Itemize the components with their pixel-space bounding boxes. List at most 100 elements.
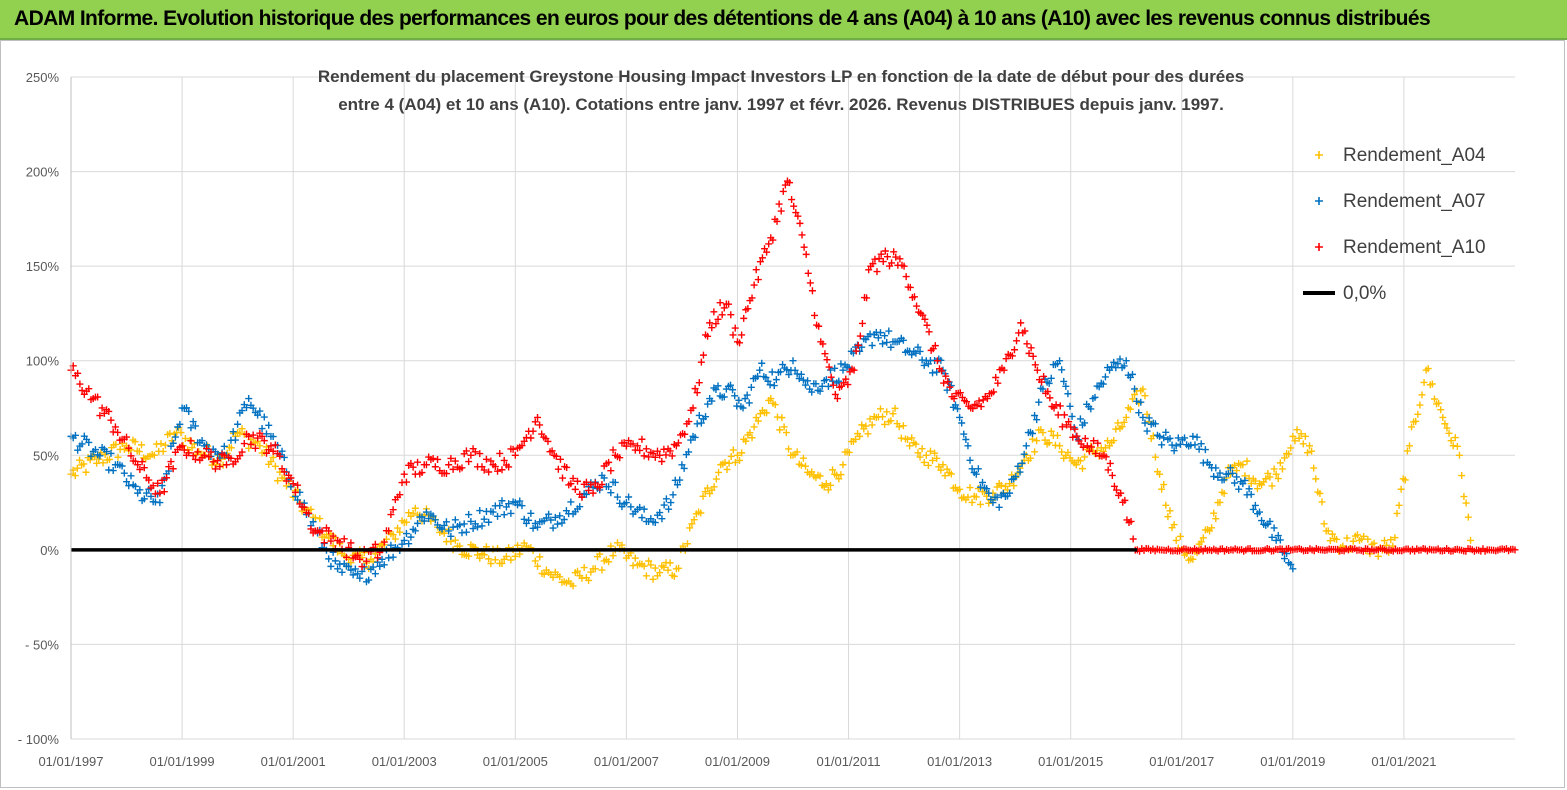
data-point xyxy=(565,481,573,489)
data-point xyxy=(1303,449,1311,457)
data-point xyxy=(629,562,637,570)
data-point xyxy=(1081,419,1089,427)
data-point xyxy=(1414,410,1422,418)
data-point xyxy=(1418,391,1426,399)
data-point xyxy=(140,464,148,472)
data-point xyxy=(465,511,473,519)
data-point xyxy=(640,452,648,460)
data-point xyxy=(808,468,816,476)
data-point xyxy=(862,422,870,430)
data-point xyxy=(697,358,705,366)
data-point xyxy=(1412,417,1420,425)
data-point xyxy=(502,552,510,560)
data-point xyxy=(1060,411,1068,419)
legend-label: 0,0% xyxy=(1343,283,1386,304)
data-point xyxy=(402,530,410,538)
data-point xyxy=(1002,355,1010,363)
data-point xyxy=(633,442,641,450)
data-point xyxy=(929,369,937,377)
data-point xyxy=(71,472,79,480)
data-point xyxy=(189,452,197,460)
data-point xyxy=(827,373,835,381)
data-point xyxy=(176,420,184,428)
data-point xyxy=(480,551,488,559)
y-tick-label: 100% xyxy=(26,354,60,369)
data-point xyxy=(720,393,728,401)
data-point xyxy=(1274,532,1282,540)
data-point xyxy=(582,478,590,486)
data-point xyxy=(223,461,231,469)
data-point xyxy=(161,441,169,449)
data-point xyxy=(1324,527,1332,535)
data-point xyxy=(1226,464,1234,472)
data-point xyxy=(1233,473,1241,481)
data-point xyxy=(868,342,876,350)
data-point xyxy=(136,465,144,473)
data-point xyxy=(534,562,542,570)
data-point xyxy=(649,449,657,457)
data-point xyxy=(851,435,859,443)
data-point xyxy=(727,452,735,460)
data-point xyxy=(549,573,557,581)
data-point xyxy=(598,471,606,479)
data-point xyxy=(1197,538,1205,546)
data-point xyxy=(876,405,884,413)
data-point xyxy=(1316,489,1324,497)
data-point xyxy=(651,564,659,572)
data-point xyxy=(509,445,517,453)
data-point xyxy=(1016,468,1024,476)
data-point xyxy=(690,516,698,524)
data-point xyxy=(1023,340,1031,348)
data-point xyxy=(362,557,370,565)
data-point xyxy=(540,570,548,578)
data-point xyxy=(787,451,795,459)
y-tick-label: 50% xyxy=(33,448,59,463)
data-point xyxy=(731,458,739,466)
data-point xyxy=(236,429,244,437)
data-point xyxy=(833,395,841,403)
data-point xyxy=(542,566,550,574)
data-point xyxy=(198,454,206,462)
data-point xyxy=(531,519,539,527)
data-point xyxy=(913,302,921,310)
data-point xyxy=(511,451,519,459)
data-point xyxy=(816,387,824,395)
data-point xyxy=(520,515,528,523)
data-point xyxy=(1318,498,1326,506)
data-point xyxy=(534,523,542,531)
data-point xyxy=(864,430,872,438)
data-point xyxy=(956,389,964,397)
data-point xyxy=(887,417,895,425)
data-point xyxy=(710,308,718,316)
data-point xyxy=(203,445,211,453)
data-point xyxy=(695,411,703,419)
data-point xyxy=(611,478,619,486)
data-point xyxy=(114,428,122,436)
data-point xyxy=(946,383,954,391)
data-point xyxy=(520,437,528,445)
data-point xyxy=(763,248,771,256)
data-point xyxy=(1243,457,1251,465)
data-point xyxy=(883,408,891,416)
data-point xyxy=(1079,443,1087,451)
data-point xyxy=(1094,439,1102,447)
series-Rendement_A10 xyxy=(67,177,1519,571)
data-point xyxy=(1076,457,1084,465)
data-point xyxy=(638,435,646,443)
data-point xyxy=(336,538,344,546)
data-point xyxy=(85,385,93,393)
data-point xyxy=(518,442,526,450)
data-point xyxy=(1391,534,1399,542)
data-point xyxy=(758,254,766,262)
data-point xyxy=(942,372,950,380)
data-point xyxy=(691,385,699,393)
data-point xyxy=(1216,498,1224,506)
data-point xyxy=(896,255,904,263)
data-point xyxy=(1395,501,1403,509)
data-point xyxy=(181,434,189,442)
data-point xyxy=(1033,437,1041,445)
data-point xyxy=(529,427,537,435)
data-point xyxy=(1102,453,1110,461)
data-point xyxy=(756,366,764,374)
data-point xyxy=(748,434,756,442)
